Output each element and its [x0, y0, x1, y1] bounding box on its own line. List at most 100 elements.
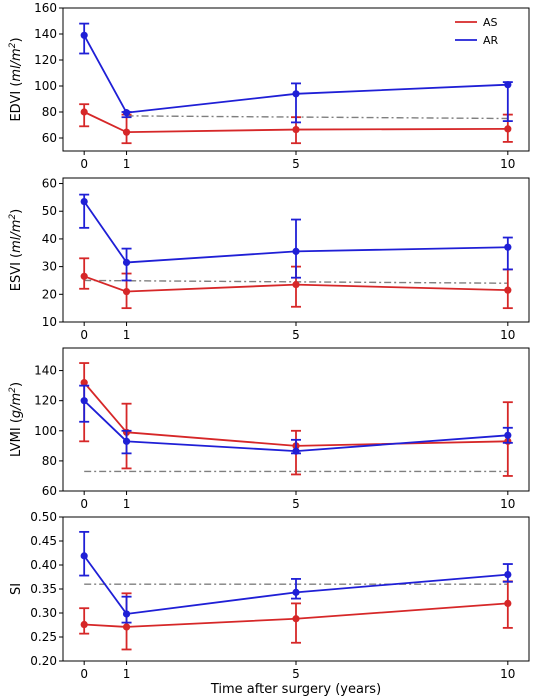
- data-point: [80, 197, 88, 206]
- x-tick-label: 5: [292, 157, 300, 171]
- data-point: [122, 287, 131, 296]
- y-axis-label-unit: ml/m: [9, 48, 24, 81]
- x-tick-label: 5: [292, 667, 300, 681]
- y-axis-label-main: LVMI (: [9, 418, 24, 457]
- data-point: [122, 437, 131, 445]
- y-axis-label-unit: ml/m: [9, 220, 24, 253]
- series-ar: [79, 384, 513, 455]
- y-tick-label: 30: [42, 260, 57, 274]
- y-tick-label: 0.35: [30, 582, 57, 596]
- x-tick-label: 5: [292, 328, 300, 342]
- x-tick-label: 0: [80, 157, 88, 171]
- y-axis-label-sup: 2: [8, 214, 18, 220]
- x-tick-label: 10: [500, 157, 515, 171]
- data-point: [292, 125, 300, 134]
- y-tick-label: 100: [34, 79, 57, 93]
- y-tick-label: 60: [42, 484, 57, 498]
- data-point: [292, 281, 300, 289]
- data-point: [122, 623, 131, 631]
- panel-edvi: 60 80 100 120 140 160 0 1 5 10 EDVI (ml/m2) AS AR: [8, 1, 530, 171]
- y-tick-label: 120: [34, 53, 57, 67]
- y-axis-label: EDVI (ml/m2): [8, 37, 24, 121]
- data-point: [122, 109, 131, 117]
- y-axis-label-main: EDVI (: [9, 82, 24, 122]
- y-tick-label: 0.30: [30, 606, 57, 620]
- y-tick-label: 0.25: [30, 630, 57, 644]
- y-tick-label: 0.50: [30, 510, 57, 524]
- data-point: [292, 447, 300, 455]
- series-line: [83, 201, 508, 264]
- data-point: [122, 258, 131, 267]
- data-point: [80, 108, 88, 116]
- series-as: [79, 362, 513, 477]
- series-ar: [79, 530, 513, 624]
- panel-si: 0.20 0.25 0.30 0.35 0.40 0.45 0.50 0 1 5 10 SI: [9, 510, 530, 681]
- data-point: [504, 81, 512, 89]
- y-tick-label: 0.45: [30, 534, 57, 548]
- y-tick-label: 0.40: [30, 558, 57, 572]
- data-point: [504, 599, 512, 608]
- data-point: [292, 615, 300, 623]
- y-tick-label: 20: [42, 287, 57, 301]
- data-point: [80, 379, 88, 387]
- data-point: [80, 31, 88, 39]
- y-axis-label-close: ): [9, 37, 24, 42]
- series-ar: [79, 193, 513, 282]
- y-tick-label: 140: [34, 27, 57, 41]
- y-tick-label: 10: [42, 315, 57, 329]
- x-tick-label: 1: [123, 157, 131, 171]
- series-line: [83, 275, 508, 293]
- x-axis-label: Time after surgery (years): [210, 682, 381, 697]
- data-point: [292, 588, 300, 596]
- data-point: [80, 397, 88, 405]
- legend-label-as: AS: [483, 16, 498, 29]
- y-axis-label: SI: [9, 583, 24, 595]
- series-line: [83, 400, 508, 453]
- x-tick-label: 10: [500, 328, 515, 342]
- y-axis-label-main: SI: [9, 583, 24, 595]
- data-point: [122, 610, 131, 618]
- y-tick-label: 80: [42, 105, 57, 119]
- y-tick-label: 160: [34, 1, 57, 15]
- x-tick-label: 10: [500, 497, 515, 511]
- series-line: [84, 602, 508, 628]
- y-tick-label: 80: [42, 454, 57, 468]
- series-line: [83, 34, 508, 114]
- y-tick-label: 50: [42, 204, 57, 218]
- data-point: [122, 128, 131, 136]
- data-point: [80, 272, 88, 280]
- reference-line: [126, 115, 508, 120]
- panel-lvmi: 60 80 100 120 140 0 1 5 10 LVMI (g/m2): [8, 347, 530, 511]
- data-point: [292, 247, 300, 255]
- x-tick-label: 5: [292, 497, 300, 511]
- y-axis-label: ESVI (ml/m2): [8, 209, 24, 292]
- y-axis-label-main: ESVI (: [9, 253, 24, 291]
- y-axis-label-close: ): [9, 209, 24, 214]
- data-point: [80, 552, 88, 560]
- data-point: [80, 620, 88, 629]
- y-axis-label-sup: 2: [8, 387, 18, 393]
- x-tick-label: 1: [123, 497, 131, 511]
- series-line: [83, 555, 508, 615]
- data-point: [504, 571, 512, 579]
- x-tick-label: 10: [500, 667, 515, 681]
- panel-esvi: 10 20 30 40 50 60 0 1 5 10 ESVI (ml/m2): [8, 177, 530, 342]
- data-point: [292, 90, 300, 98]
- y-axis-label-unit: g/m: [9, 393, 24, 418]
- y-tick-label: 0.20: [30, 654, 57, 668]
- legend: AS AR: [455, 16, 499, 47]
- y-axis-label-sup: 2: [8, 42, 18, 48]
- y-tick-label: 140: [34, 364, 57, 378]
- data-point: [504, 286, 512, 294]
- y-tick-label: 60: [42, 177, 57, 191]
- y-tick-label: 100: [34, 424, 57, 438]
- data-point: [504, 431, 512, 439]
- series-line: [83, 111, 508, 134]
- y-tick-label: 60: [42, 131, 57, 145]
- legend-label-ar: AR: [483, 34, 499, 47]
- y-tick-label: 40: [42, 232, 57, 246]
- y-axis-label-close: ): [9, 382, 24, 387]
- y-tick-label: 120: [34, 394, 57, 408]
- x-tick-label: 0: [80, 497, 88, 511]
